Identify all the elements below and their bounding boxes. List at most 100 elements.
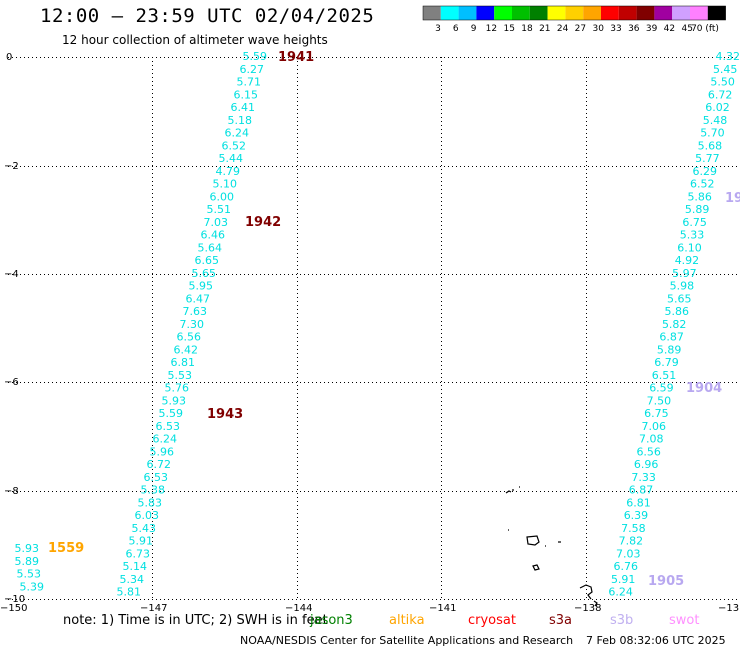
pass-time-label: 1941 bbox=[278, 50, 314, 65]
wave-height-value: 7.58 bbox=[621, 522, 646, 535]
mission-label-cryosat: cryosat bbox=[468, 613, 516, 628]
wave-height-value: 6.73 bbox=[126, 547, 151, 560]
wave-height-value: 5.59 bbox=[243, 50, 268, 63]
pass-time-label: 1942 bbox=[245, 215, 281, 230]
mission-label-swot: swot bbox=[669, 613, 700, 628]
island-outline bbox=[532, 564, 540, 571]
wave-height-value: 6.96 bbox=[634, 458, 659, 471]
legend-swatch bbox=[654, 6, 673, 20]
y-tick-label: −2 bbox=[4, 161, 19, 172]
wave-height-value: 5.10 bbox=[213, 178, 238, 191]
page-subtitle: 12 hour collection of altimeter wave hei… bbox=[62, 33, 328, 47]
wave-height-value: 4.32 bbox=[716, 50, 740, 63]
pass-time-labels: 1941 1942 1943 1559 19 1904 1905 bbox=[48, 50, 740, 589]
legend-swatch bbox=[512, 6, 530, 20]
wave-height-value: 5.14 bbox=[123, 560, 148, 573]
legend-label: 3 bbox=[435, 24, 441, 34]
wave-height-value: 6.72 bbox=[147, 458, 172, 471]
island-outline bbox=[579, 584, 593, 600]
x-tick-label: −13 bbox=[718, 603, 739, 614]
wave-height-value: 6.75 bbox=[644, 407, 669, 420]
wave-height-value: 5.65 bbox=[192, 267, 217, 280]
wave-height-value: 5.43 bbox=[132, 522, 157, 535]
wave-height-value: 5.53 bbox=[168, 369, 193, 382]
wave-height-value: 5.83 bbox=[138, 496, 163, 509]
legend-label: 9 bbox=[471, 24, 477, 34]
wave-height-value: 5.82 bbox=[662, 318, 687, 331]
legend-swatch bbox=[636, 6, 655, 20]
island-outlines bbox=[505, 486, 598, 607]
legend-label: 30 bbox=[592, 24, 604, 34]
legend-label: 70 (ft) bbox=[691, 24, 719, 34]
legend-label: 39 bbox=[646, 24, 658, 34]
wave-height-value: 5.53 bbox=[17, 568, 42, 581]
legend-swatch bbox=[547, 6, 566, 20]
island-outline bbox=[505, 490, 512, 494]
x-tick-label: −147 bbox=[140, 603, 167, 614]
wave-height-value: 6.56 bbox=[177, 331, 202, 344]
wave-height-value: 4.79 bbox=[216, 165, 241, 178]
legend-swatch bbox=[458, 6, 477, 20]
wave-height-value: 6.00 bbox=[210, 190, 235, 203]
legend-swatch bbox=[672, 6, 690, 20]
wave-height-value: 6.03 bbox=[135, 509, 160, 522]
x-tick-label: −141 bbox=[429, 603, 456, 614]
wave-height-value: 7.03 bbox=[204, 216, 229, 229]
wave-height-value: 5.86 bbox=[665, 305, 690, 318]
wave-height-value: 7.63 bbox=[183, 305, 208, 318]
pass-time-label: 1943 bbox=[207, 407, 243, 422]
wave-height-value: 6.79 bbox=[654, 356, 679, 369]
wave-height-value: 7.03 bbox=[616, 547, 641, 560]
island-outline bbox=[593, 600, 598, 607]
y-tick-label: −10 bbox=[4, 594, 25, 605]
legend-swatch bbox=[440, 6, 459, 20]
pass-time-label: 1559 bbox=[48, 541, 84, 556]
wave-height-value: 6.24 bbox=[225, 127, 250, 140]
legend-label: 21 bbox=[539, 24, 550, 34]
footer-timestamp: 7 Feb 08:32:06 UTC 2025 bbox=[586, 634, 726, 647]
wave-height-value: 5.93 bbox=[162, 394, 187, 407]
wave-height-value: 6.10 bbox=[677, 241, 702, 254]
legend-label: 12 bbox=[486, 24, 497, 34]
wave-height-value: 5.91 bbox=[611, 573, 636, 586]
wave-height-value: 6.53 bbox=[144, 471, 169, 484]
wave-height-value: 5.70 bbox=[700, 127, 725, 140]
wave-height-value: 5.34 bbox=[120, 573, 145, 586]
wave-height-value: 7.30 bbox=[180, 318, 205, 331]
wave-height-value: 6.52 bbox=[690, 178, 715, 191]
wave-height-value: 6.47 bbox=[186, 292, 211, 305]
x-axis: −150 −147 −144 −141 −138 −13 bbox=[0, 603, 739, 614]
wave-height-value: 6.24 bbox=[608, 586, 633, 599]
wave-height-value: 5.93 bbox=[15, 542, 40, 555]
wave-height-value: 6.39 bbox=[624, 509, 649, 522]
wave-height-value: 6.59 bbox=[649, 382, 674, 395]
wave-height-value: 7.82 bbox=[619, 535, 644, 548]
y-tick-label: −8 bbox=[4, 486, 19, 497]
wave-height-value: 5.76 bbox=[165, 382, 190, 395]
wave-height-value: 6.29 bbox=[693, 165, 718, 178]
wave-height-value: 5.59 bbox=[159, 407, 184, 420]
legend-label: 24 bbox=[557, 24, 569, 34]
mission-label-altika: altika bbox=[389, 613, 425, 628]
wave-height-value: 5.68 bbox=[698, 139, 723, 152]
wave-height-value: 4.92 bbox=[675, 254, 700, 267]
legend-swatch bbox=[476, 6, 495, 20]
legend-swatch bbox=[707, 6, 726, 20]
legend-label: 6 bbox=[453, 24, 459, 34]
legend-swatch bbox=[601, 6, 619, 20]
wave-height-value: 5.44 bbox=[219, 152, 244, 165]
page-title: 12:00 – 23:59 UTC 02/04/2025 bbox=[40, 5, 375, 27]
wave-height-value: 6.72 bbox=[708, 88, 733, 101]
legend-border bbox=[422, 5, 726, 21]
wave-height-value: 6.87 bbox=[629, 484, 654, 497]
wave-height-value: 7.50 bbox=[647, 394, 672, 407]
y-tick-label: −4 bbox=[4, 269, 19, 280]
wave-height-value: 5.65 bbox=[667, 292, 692, 305]
y-tick-label: 0 bbox=[6, 52, 12, 63]
wave-height-value: 7.06 bbox=[642, 420, 667, 433]
legend-label: 18 bbox=[521, 24, 533, 34]
x-tick-label: −144 bbox=[285, 603, 312, 614]
wave-height-value: 5.39 bbox=[20, 580, 45, 593]
